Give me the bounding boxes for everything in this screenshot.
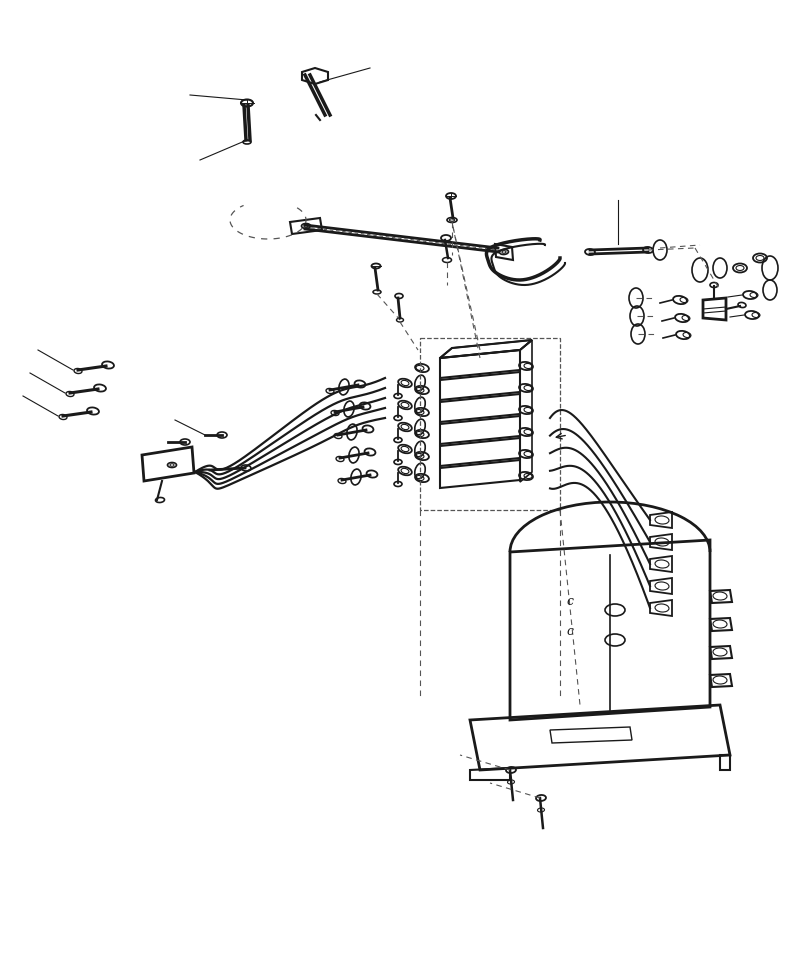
Text: c: c bbox=[566, 595, 573, 608]
Text: c: c bbox=[566, 625, 573, 638]
